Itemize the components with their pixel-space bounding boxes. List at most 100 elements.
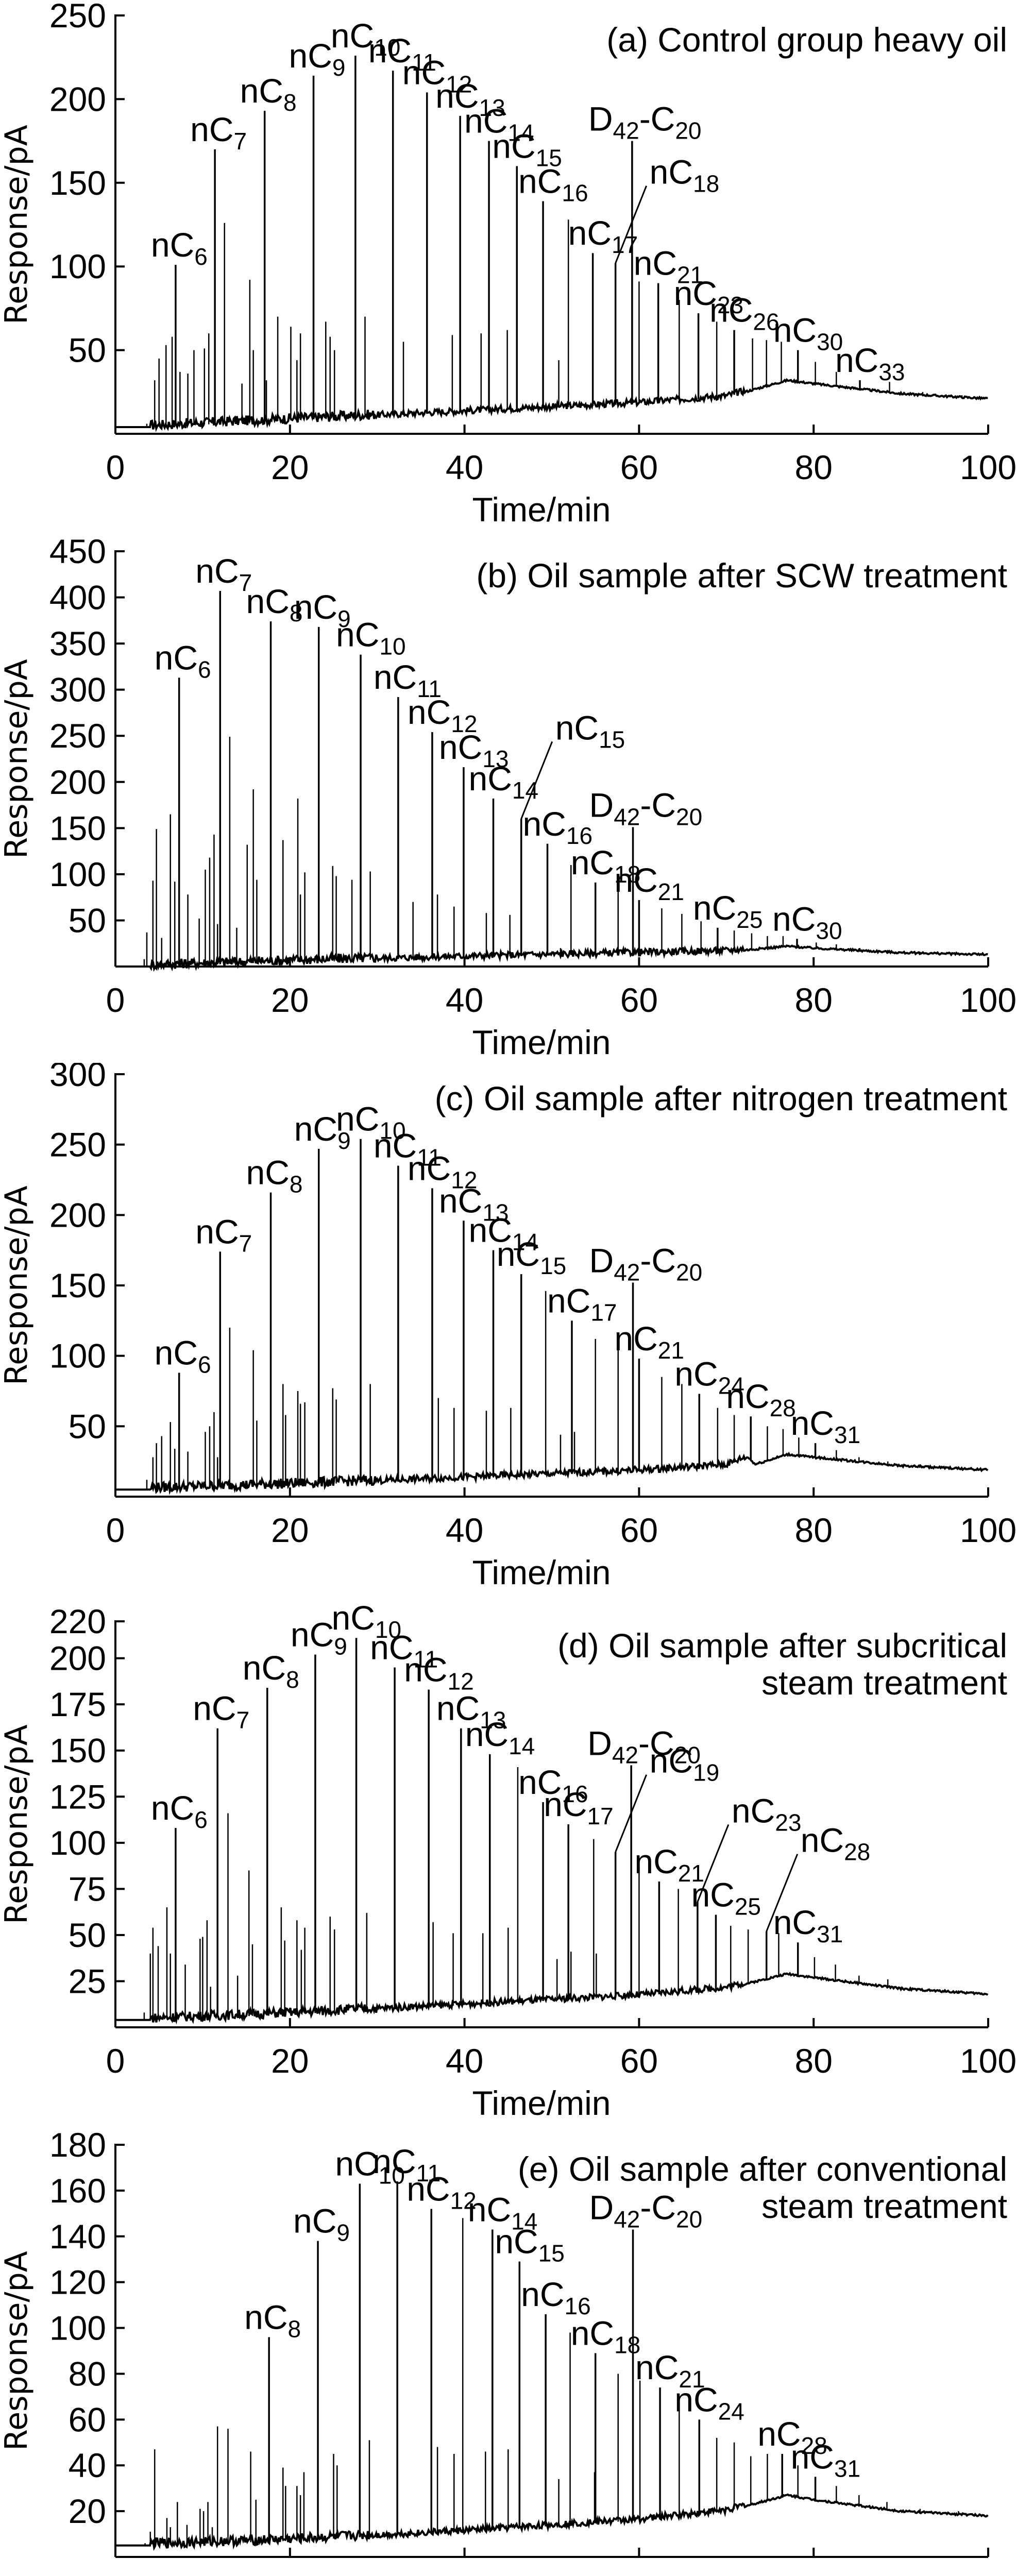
y-tick-label: 150 (49, 164, 106, 202)
peak-label-nc31: nC31 (773, 1903, 843, 1947)
chart-title: steam treatment (761, 1664, 1007, 1702)
peak-label-nc18: nC18 (571, 843, 641, 888)
chromatogram-baseline (115, 944, 988, 972)
y-tick-label: 25 (69, 1962, 106, 2000)
y-tick-label: 50 (69, 901, 106, 939)
peak-label-nc13: nC13 (439, 728, 509, 772)
x-tick-label: 60 (620, 1511, 658, 1549)
peak-label-nc10: nC10 (336, 616, 406, 660)
peak-label-nc21: nC21 (614, 1319, 684, 1364)
y-tick-label: 175 (49, 1685, 106, 1723)
y-tick-label: 100 (49, 1824, 106, 1862)
y-tick-label: 150 (49, 1732, 106, 1770)
y-axis-label: Response/pA (0, 1724, 35, 1924)
x-tick-label: 40 (446, 448, 483, 486)
peak-label-nc16: nC16 (521, 2275, 591, 2319)
peak-label-nc7: nC7 (195, 1212, 252, 1257)
peak-label-nc12: nC12 (408, 693, 478, 737)
peak-label-nc12: nC12 (404, 1651, 474, 1695)
y-tick-label: 300 (49, 671, 106, 709)
peak-label-nc24: nC24 (674, 2380, 744, 2425)
x-tick-label: 20 (271, 981, 309, 1019)
peak-label-nc21: nC21 (614, 861, 684, 905)
peak-label-nc19: nC19 (650, 1742, 720, 1786)
chart-title: (b) Oil sample after SCW treatment (476, 556, 1007, 595)
peak-label-nc13: nC13 (435, 77, 505, 121)
chart-title: (e) Oil sample after conventional (518, 2150, 1007, 2188)
y-axis-label: Response/pA (0, 659, 35, 859)
peak-label-nc7: nC7 (195, 552, 252, 596)
chart-title: (d) Oil sample after subcritical (557, 1626, 1007, 1665)
y-axis-label: Response/pA (0, 2251, 35, 2451)
y-tick-label: 100 (49, 855, 106, 893)
chart-panel-a: nC6 nC7nC8nC9nC10nC11nC12nC13nC14nC15nC16… (0, 0, 1016, 529)
peak-label-nc31: nC31 (791, 1404, 861, 1448)
peak-label-nc8: nC8 (244, 2298, 301, 2342)
y-tick-label: 60 (69, 2400, 106, 2438)
x-axis-label: Time/min (472, 490, 611, 529)
y-tick-label: 50 (69, 1407, 106, 1445)
y-tick-label: 250 (49, 0, 106, 35)
peak-label-nc16: nC16 (518, 1763, 588, 1807)
peak-label-nc6: nC6 (155, 1333, 211, 1378)
chart-panel-d: nC6 nC7nC8nC9nC10nC11nC12nC13nC14nC16nC17… (0, 1599, 1016, 2122)
x-axis-label: Time/min (472, 2084, 611, 2122)
leader-line-nc15 (520, 741, 553, 819)
peak-label-nc16: nC16 (518, 162, 588, 207)
x-tick-label: 100 (960, 448, 1016, 486)
peak-label-nc15: nC15 (495, 2223, 565, 2267)
x-axis-label: Time/min (472, 1553, 611, 1591)
peak-label-nc11: nC11 (374, 658, 442, 702)
peak-label-nc6: nC6 (155, 638, 211, 683)
chart-panel-c: nC6 nC7 nC8nC9nC10nC11nC12nC13nC14nC15nC17… (0, 1063, 1016, 1591)
peak-label-nc6: nC6 (151, 226, 208, 270)
peak-label-nc15: nC15 (492, 127, 562, 171)
y-tick-label: 125 (49, 1777, 106, 1816)
y-tick-label: 400 (49, 579, 106, 617)
y-tick-label: 80 (69, 2354, 106, 2393)
y-tick-label: 200 (49, 1639, 106, 1677)
peak-label-nc25: nC25 (691, 1876, 761, 1920)
peak-label-nc10: nC10 (335, 2145, 405, 2189)
peak-label-nc11: nC11 (368, 31, 436, 76)
y-tick-label: 40 (69, 2446, 106, 2484)
peak-label-nc8: nC8 (240, 72, 297, 116)
peak-label-nc24: nC24 (674, 1354, 744, 1399)
y-tick-label: 220 (49, 1602, 106, 1640)
y-tick-label: 140 (49, 2217, 106, 2256)
x-tick-label: 100 (960, 981, 1016, 1019)
peak-label-nc17: nC17 (547, 1281, 617, 1326)
peak-label-nc26: nC26 (709, 291, 780, 335)
y-tick-label: 250 (49, 717, 106, 755)
y-tick-label: 200 (49, 1196, 106, 1234)
peak-label-nc28: nC28 (726, 1377, 796, 1421)
peak-label-d42-c20: D42-C20 (587, 1724, 701, 1768)
peak-label-nc12: nC12 (408, 1149, 478, 1193)
y-tick-label: 50 (69, 331, 106, 369)
y-tick-label: 200 (49, 763, 106, 801)
x-tick-label: 20 (271, 1511, 309, 1549)
x-tick-label: 100 (960, 2571, 1016, 2576)
peak-label-nc15: nC15 (497, 1235, 567, 1279)
leader-line-nc23 (697, 1824, 730, 1902)
x-tick-label: 40 (446, 2571, 483, 2576)
x-tick-label: 80 (794, 448, 832, 486)
x-tick-label: 20 (271, 2571, 309, 2576)
chart-title: (a) Control group heavy oil (606, 21, 1007, 59)
peak-label-nc16: nC16 (523, 805, 593, 849)
x-tick-label: 40 (446, 981, 483, 1019)
x-tick-label: 0 (106, 2571, 125, 2576)
x-tick-label: 20 (271, 448, 309, 486)
x-tick-label: 80 (794, 2042, 832, 2080)
x-tick-label: 80 (794, 1511, 832, 1549)
x-tick-label: 100 (960, 1511, 1016, 1549)
x-tick-label: 0 (106, 1511, 125, 1549)
peak-label-nc30: nC30 (773, 311, 843, 355)
peak-label-nc12: nC12 (402, 53, 472, 97)
x-tick-label: 0 (106, 448, 125, 486)
peak-label-nc8: nC8 (243, 1649, 299, 1693)
y-tick-label: 50 (69, 1916, 106, 1954)
leader-line-nc18 (615, 185, 648, 264)
peak-label-nc7: nC7 (190, 110, 247, 155)
peak-label-nc28: nC28 (757, 2415, 827, 2459)
